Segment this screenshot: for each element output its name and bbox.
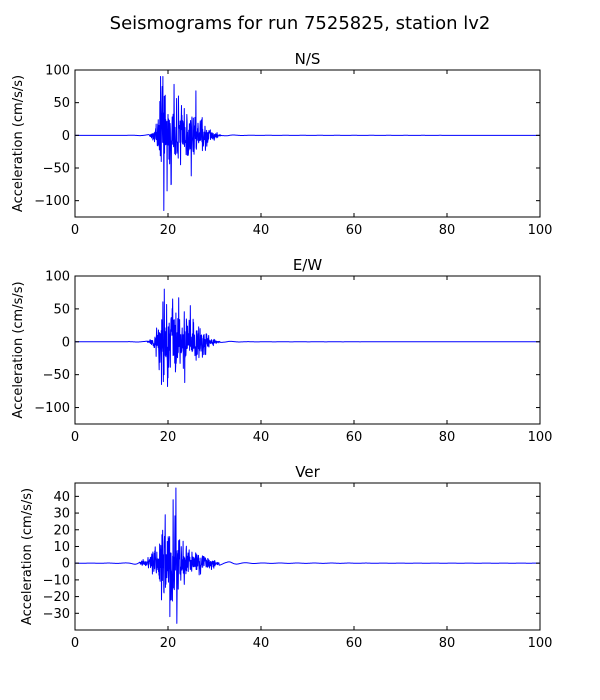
x-tick-label: 80	[439, 430, 456, 445]
x-tick-label: 20	[160, 430, 177, 445]
waveform-trace	[75, 288, 540, 388]
figure-title: Seismograms for run 7525825, station lv2	[110, 13, 491, 34]
panel-title: Ver	[295, 463, 320, 481]
y-tick-label: 0	[62, 557, 70, 572]
x-tick-label: 40	[253, 430, 270, 445]
y-tick-label: −30	[43, 607, 70, 622]
x-tick-label: 40	[253, 223, 270, 238]
y-tick-label: −50	[43, 162, 70, 177]
x-tick-label: 20	[160, 636, 177, 651]
panel-title: N/S	[295, 50, 321, 68]
axes-frame	[74, 275, 541, 425]
y-tick-label: 30	[53, 507, 70, 522]
x-tick-label: 20	[160, 223, 177, 238]
y-tick-label: 50	[53, 302, 70, 317]
x-tick-label: 60	[346, 636, 363, 651]
x-tick-label: 0	[71, 636, 79, 651]
axes-frame	[74, 482, 541, 631]
y-tick-label: −100	[34, 401, 70, 416]
x-tick-label: 80	[439, 223, 456, 238]
y-axis-label: Acceleration (cm/s/s)	[11, 75, 26, 212]
y-tick-label: 100	[45, 64, 70, 79]
y-tick-label: 50	[53, 96, 70, 111]
x-tick-label: 0	[71, 223, 79, 238]
y-tick-label: −50	[43, 368, 70, 383]
axes-frame	[74, 69, 541, 218]
panel-ns: 0 20 40 60 80 100 100 50 0 −50 −100 N/S Acceleration…	[11, 50, 552, 238]
y-tick-label: 0	[62, 335, 70, 350]
waveform-trace	[75, 76, 540, 211]
x-tick-label: 60	[346, 223, 363, 238]
y-tick-label: 10	[53, 540, 70, 555]
panel-ew: 0 20 40 60 80 100 100 50 0 −50 −100 E/W Acceleration…	[11, 256, 552, 445]
y-tick-label: −10	[43, 573, 70, 588]
panel-title: E/W	[293, 256, 323, 274]
y-tick-label: 100	[45, 270, 70, 285]
waveform-trace	[75, 487, 540, 624]
y-tick-label: 40	[53, 490, 70, 505]
y-tick-label: −100	[34, 194, 70, 209]
y-tick-label: 0	[62, 129, 70, 144]
panel-ver: 0 20 40 60 80 100403020100−10−20−30VerAcceler…	[20, 463, 552, 651]
x-tick-label: 80	[439, 636, 456, 651]
x-tick-label: 60	[346, 430, 363, 445]
x-tick-label: 0	[71, 430, 79, 445]
y-axis-label: Acceleration (cm/s/s)	[20, 488, 35, 625]
y-axis-label: Acceleration (cm/s/s)	[11, 281, 26, 418]
x-tick-label: 100	[528, 636, 553, 651]
x-tick-label: 100	[528, 430, 553, 445]
x-tick-label: 100	[528, 223, 553, 238]
x-tick-label: 40	[253, 636, 270, 651]
y-tick-label: 20	[53, 523, 70, 538]
y-tick-label: −20	[43, 590, 70, 605]
